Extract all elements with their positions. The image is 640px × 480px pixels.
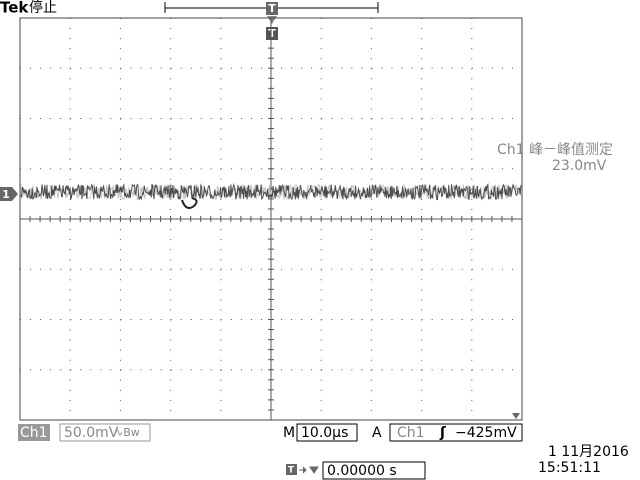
position-icon [286, 464, 297, 475]
trigger-marker: T [288, 466, 295, 476]
timebase-prefix: M [283, 425, 295, 441]
date: 1 11月2016 [548, 444, 629, 460]
graticule [19, 17, 522, 420]
trigger-icon [266, 2, 278, 15]
position-arrow [512, 413, 520, 419]
trigger-box [389, 423, 523, 442]
trigger-source: Ch1 [397, 425, 425, 441]
scale-box [59, 423, 151, 442]
timebase-value: 10.0µs [301, 425, 348, 441]
trigger-icon [266, 27, 278, 40]
measurement-value: 23.0mV [552, 158, 607, 174]
trigger-prefix: A [372, 425, 382, 441]
channel-marker-bg [0, 187, 18, 201]
run-state: 停止 [29, 0, 57, 16]
brand: Tek [0, 0, 29, 17]
channel-name: Ch1 [20, 425, 48, 441]
trace [20, 182, 522, 209]
channel-box [18, 424, 50, 441]
graticule-border [19, 17, 523, 421]
timebase-box [296, 423, 358, 442]
position-value: 0.00000 s [327, 463, 397, 479]
position-arrow-icon [299, 466, 319, 474]
channel-marker: 1 [2, 188, 10, 201]
trigger-marker: T [268, 27, 276, 40]
glitch [181, 197, 198, 209]
trigger-slope: ʃ [439, 425, 447, 441]
trigger-marker: T [268, 2, 276, 15]
noise-trace [20, 182, 522, 201]
trigger-level: −425mV [455, 425, 517, 441]
time: 15:51:11 [538, 460, 601, 476]
position-box [322, 461, 426, 480]
bandwidth-icon: ∿Bw [114, 426, 140, 439]
measurement-label: Ch1 峰－峰值测定 [497, 142, 613, 158]
channel-scale: 50.0mV [64, 425, 119, 441]
